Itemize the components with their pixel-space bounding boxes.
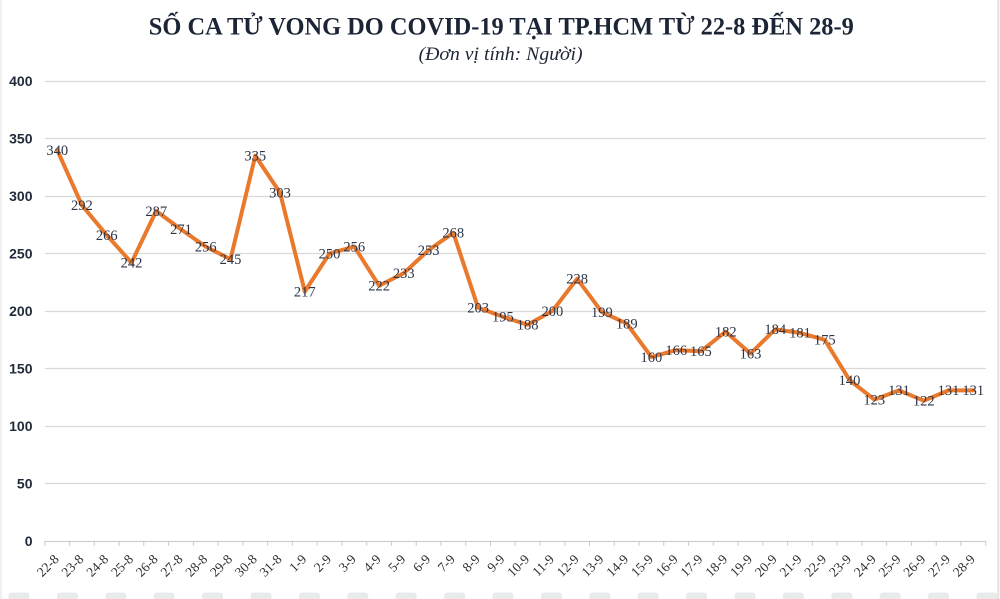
svg-text:5-9: 5-9 <box>385 551 409 575</box>
svg-text:292: 292 <box>71 198 93 214</box>
svg-text:4-9: 4-9 <box>360 551 384 575</box>
svg-text:268: 268 <box>442 226 464 242</box>
svg-text:256: 256 <box>343 239 365 255</box>
svg-text:245: 245 <box>220 252 242 268</box>
svg-text:165: 165 <box>690 344 712 360</box>
svg-text:29-8: 29-8 <box>207 551 235 579</box>
svg-text:150: 150 <box>9 361 33 377</box>
svg-text:175: 175 <box>814 333 836 349</box>
svg-text:2-9: 2-9 <box>311 551 335 575</box>
svg-text:100: 100 <box>9 418 33 434</box>
svg-text:188: 188 <box>517 318 539 334</box>
svg-text:23-9: 23-9 <box>826 551 854 579</box>
svg-text:217: 217 <box>294 284 316 300</box>
svg-text:18-9: 18-9 <box>702 551 730 579</box>
svg-text:199: 199 <box>591 305 613 321</box>
svg-text:11-9: 11-9 <box>529 551 557 579</box>
svg-text:27-9: 27-9 <box>925 551 953 579</box>
svg-text:131: 131 <box>938 383 960 399</box>
svg-text:13-9: 13-9 <box>578 551 606 579</box>
svg-text:253: 253 <box>418 243 440 259</box>
svg-text:22-8: 22-8 <box>34 551 62 579</box>
svg-text:250: 250 <box>9 246 33 262</box>
svg-text:340: 340 <box>46 143 68 159</box>
svg-text:287: 287 <box>145 204 167 220</box>
svg-text:250: 250 <box>319 246 341 262</box>
svg-text:3-9: 3-9 <box>336 551 360 575</box>
svg-text:271: 271 <box>170 222 192 238</box>
svg-text:9-9: 9-9 <box>484 551 508 575</box>
svg-text:300: 300 <box>9 188 33 204</box>
svg-text:17-9: 17-9 <box>677 551 705 579</box>
svg-text:12-9: 12-9 <box>554 551 582 579</box>
svg-text:31-8: 31-8 <box>257 551 285 579</box>
svg-text:(Đơn vị tính: Người): (Đơn vị tính: Người) <box>419 44 583 65</box>
svg-text:14-9: 14-9 <box>603 551 631 579</box>
svg-text:131: 131 <box>962 383 984 399</box>
svg-text:228: 228 <box>566 272 588 288</box>
svg-text:203: 203 <box>467 300 489 316</box>
svg-text:50: 50 <box>17 476 33 492</box>
svg-text:400: 400 <box>9 73 33 89</box>
svg-text:303: 303 <box>269 185 291 201</box>
svg-text:10-9: 10-9 <box>504 551 532 579</box>
svg-text:15-9: 15-9 <box>628 551 656 579</box>
svg-text:140: 140 <box>839 373 861 389</box>
svg-text:189: 189 <box>616 316 638 332</box>
svg-text:266: 266 <box>96 228 118 244</box>
svg-text:0: 0 <box>25 533 33 549</box>
svg-text:222: 222 <box>368 279 390 295</box>
svg-text:16-9: 16-9 <box>653 551 681 579</box>
svg-text:28-8: 28-8 <box>182 551 210 579</box>
svg-text:181: 181 <box>789 326 811 342</box>
svg-text:24-8: 24-8 <box>83 551 111 579</box>
svg-text:22-9: 22-9 <box>801 551 829 579</box>
svg-text:6-9: 6-9 <box>410 551 434 575</box>
svg-text:122: 122 <box>913 394 935 410</box>
svg-text:27-8: 27-8 <box>158 551 186 579</box>
svg-text:20-9: 20-9 <box>752 551 780 579</box>
svg-text:200: 200 <box>9 303 33 319</box>
svg-text:SỐ CA TỬ VONG DO COVID-19 TẠI: SỐ CA TỬ VONG DO COVID-19 TẠI TP.HCM TỪ … <box>149 12 854 41</box>
svg-text:233: 233 <box>393 266 415 282</box>
svg-text:19-9: 19-9 <box>727 551 755 579</box>
svg-text:30-8: 30-8 <box>232 551 260 579</box>
svg-text:182: 182 <box>715 325 737 341</box>
svg-text:184: 184 <box>764 322 787 338</box>
svg-text:242: 242 <box>121 256 143 272</box>
svg-text:26-9: 26-9 <box>900 551 928 579</box>
svg-text:24-9: 24-9 <box>851 551 879 579</box>
svg-text:131: 131 <box>888 383 910 399</box>
svg-text:195: 195 <box>492 310 514 326</box>
svg-text:25-8: 25-8 <box>108 551 136 579</box>
svg-text:25-9: 25-9 <box>876 551 904 579</box>
svg-text:200: 200 <box>542 304 564 320</box>
svg-text:21-9: 21-9 <box>777 551 805 579</box>
svg-text:163: 163 <box>740 346 762 362</box>
svg-text:160: 160 <box>641 350 663 366</box>
svg-text:28-9: 28-9 <box>950 551 978 579</box>
svg-text:26-8: 26-8 <box>133 551 161 579</box>
svg-text:166: 166 <box>665 343 687 359</box>
svg-text:7-9: 7-9 <box>435 551 459 575</box>
svg-text:350: 350 <box>9 131 33 147</box>
svg-text:23-8: 23-8 <box>58 551 86 579</box>
svg-text:8-9: 8-9 <box>459 551 483 575</box>
svg-text:123: 123 <box>863 392 885 408</box>
svg-text:335: 335 <box>244 149 266 165</box>
svg-text:1-9: 1-9 <box>286 551 310 575</box>
svg-text:256: 256 <box>195 239 217 255</box>
